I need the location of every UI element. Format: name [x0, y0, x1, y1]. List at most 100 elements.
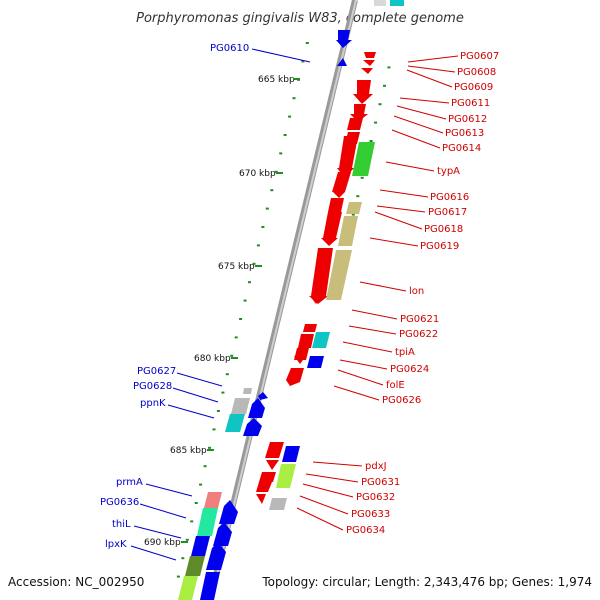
- label-pg0612[interactable]: PG0612: [448, 114, 487, 125]
- label-pg0626[interactable]: PG0626: [382, 395, 421, 406]
- kbp-label-665: 665 kbp: [258, 75, 295, 85]
- gene-pg0632[interactable]: [259, 472, 276, 482]
- gene-fole[interactable]: [294, 356, 306, 364]
- gene-pg0611[interactable]: [353, 80, 373, 104]
- kbp-label-685: 685 kbp: [170, 446, 207, 456]
- label-pg0610[interactable]: PG0610: [210, 43, 249, 54]
- label-pg0608[interactable]: PG0608: [457, 67, 496, 78]
- gene-pg0619[interactable]: [338, 216, 358, 246]
- gene-pg0618[interactable]: [321, 212, 342, 246]
- scale-tick: [234, 336, 238, 339]
- gene-lon[interactable]: [309, 248, 333, 304]
- scale-tick: [212, 428, 216, 431]
- label-fole[interactable]: folE: [386, 380, 405, 391]
- label-pg0627[interactable]: PG0627: [137, 366, 176, 377]
- gene-pg0612[interactable]: [350, 104, 368, 122]
- label-pg0609[interactable]: PG0609: [454, 82, 493, 93]
- gene-pg0617-block[interactable]: [346, 202, 362, 214]
- scale-tick: [185, 538, 189, 541]
- label-lon[interactable]: lon: [409, 286, 424, 297]
- gene-pdxj-block[interactable]: [282, 446, 300, 462]
- gene-typa[interactable]: [337, 136, 358, 178]
- gene-tpia-block[interactable]: [312, 332, 330, 348]
- gene-lpxk-arrow[interactable]: [206, 542, 226, 570]
- scale-tick: [351, 213, 355, 216]
- scale-tick: [216, 410, 220, 412]
- label-pg0621[interactable]: PG0621: [400, 314, 439, 325]
- gene-pg0610[interactable]: [337, 58, 347, 66]
- label-pg0634[interactable]: PG0634: [346, 525, 385, 536]
- label-thil[interactable]: thiL: [112, 519, 131, 530]
- gene-fole-block[interactable]: [307, 356, 324, 368]
- gene-pdxj[interactable]: [265, 442, 284, 458]
- label-pg0628[interactable]: PG0628: [133, 381, 172, 392]
- gene-ppnk-arrow[interactable]: [243, 418, 262, 436]
- gene-pg0636-arrow[interactable]: [219, 500, 238, 524]
- label-pdxj[interactable]: pdxJ: [365, 461, 387, 472]
- scale-tick: [261, 226, 265, 228]
- gene-thil-arrow[interactable]: [213, 522, 232, 546]
- label-pg0614[interactable]: PG0614: [442, 143, 481, 154]
- gene-typa-block[interactable]: [352, 142, 375, 176]
- label-pg0613[interactable]: PG0613: [445, 128, 484, 139]
- gene-prma[interactable]: [204, 492, 222, 508]
- label-pg0622[interactable]: PG0622: [399, 329, 438, 340]
- label-ppnk[interactable]: ppnK: [140, 398, 166, 409]
- scale-tick: [283, 134, 287, 136]
- gene-pg0636[interactable]: [197, 508, 218, 536]
- gene-pg0631-block[interactable]: [276, 464, 296, 488]
- label-pg0611[interactable]: PG0611: [451, 98, 490, 109]
- gene-pg0613[interactable]: [347, 118, 363, 130]
- gene-pg0608[interactable]: [363, 60, 375, 66]
- gene-bottom-partial[interactable]: [178, 576, 198, 600]
- label-typa[interactable]: typA: [437, 166, 460, 177]
- gene-pg0616[interactable]: [333, 192, 345, 198]
- gene-pg0627-arrow[interactable]: [258, 392, 268, 400]
- genome-title: Porphyromonas gingivalis W83, complete g…: [136, 11, 464, 26]
- gene-pg0628-arrow[interactable]: [248, 398, 265, 418]
- gene-pg0634[interactable]: [256, 494, 266, 504]
- gene-pg0627[interactable]: [243, 388, 252, 394]
- label-lpxk[interactable]: lpxK: [105, 539, 127, 550]
- tick-track-left: [176, 42, 309, 578]
- scale-tick: [225, 373, 229, 376]
- gene-pg0633[interactable]: [256, 482, 272, 492]
- genes-right: [256, 52, 376, 510]
- label-pg0631[interactable]: PG0631: [361, 477, 400, 488]
- label-pg0633[interactable]: PG0633: [351, 509, 390, 520]
- gene-top-partial[interactable]: [374, 0, 404, 6]
- gene-lpxk[interactable]: [185, 556, 205, 576]
- right-labels: PG0607 PG0608 PG0609 PG0611 PG0612 PG061…: [296, 51, 499, 536]
- gene-pg0607[interactable]: [364, 52, 376, 58]
- label-tpia[interactable]: tpiA: [395, 347, 415, 358]
- gene-lon-block[interactable]: [326, 250, 352, 300]
- gene-ppnk[interactable]: [225, 414, 245, 432]
- scale-tick: [194, 502, 198, 504]
- scale-tick: [374, 121, 378, 124]
- gene-pg0631[interactable]: [266, 460, 279, 470]
- gene-pg0621[interactable]: [310, 296, 322, 304]
- gene-tpia[interactable]: [298, 334, 314, 348]
- gene-pg0609[interactable]: [361, 68, 373, 74]
- gene-typa-2[interactable]: [332, 172, 351, 192]
- gene-pg0622[interactable]: [303, 324, 317, 332]
- gene-pg0610-a[interactable]: [336, 30, 352, 48]
- gene-thil[interactable]: [191, 536, 210, 556]
- label-pg0617[interactable]: PG0617: [428, 207, 467, 218]
- label-pg0624[interactable]: PG0624: [390, 364, 429, 375]
- gene-pg0634-block[interactable]: [269, 498, 287, 510]
- gene-pg0628[interactable]: [231, 398, 250, 414]
- gene-pg0626[interactable]: [286, 368, 304, 386]
- scale-tick: [221, 391, 225, 394]
- gene-bottom-blue[interactable]: [200, 572, 220, 600]
- label-pg0616[interactable]: PG0616: [430, 192, 469, 203]
- label-pg0619[interactable]: PG0619: [420, 241, 459, 252]
- label-prma[interactable]: prmA: [116, 477, 143, 488]
- label-pg0607[interactable]: PG0607: [460, 51, 499, 62]
- gene-pg0617[interactable]: [328, 198, 344, 212]
- left-labels: PG0610 PG0627 PG0628 ppnK prmA PG0636 th…: [100, 43, 311, 561]
- label-pg0636[interactable]: PG0636: [100, 497, 139, 508]
- label-pg0618[interactable]: PG0618: [424, 224, 463, 235]
- label-pg0632[interactable]: PG0632: [356, 492, 395, 503]
